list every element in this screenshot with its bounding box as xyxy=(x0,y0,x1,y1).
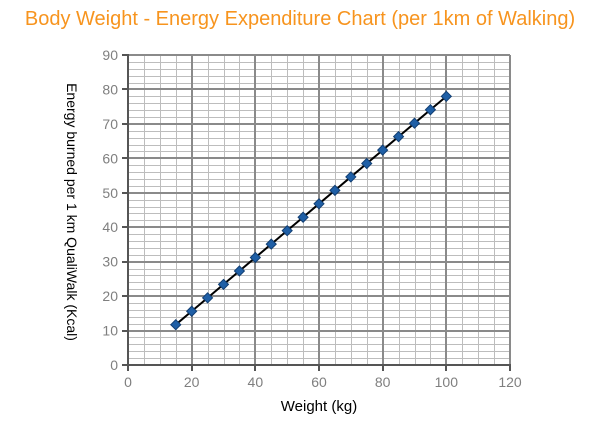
y-tick-label: 90 xyxy=(102,47,118,63)
y-tick-label: 10 xyxy=(102,323,118,339)
data-point-marker xyxy=(361,157,373,170)
data-point-marker xyxy=(392,130,405,143)
x-tick-label: 40 xyxy=(248,374,264,390)
x-tick-label: 60 xyxy=(311,374,327,390)
x-tick-label: 20 xyxy=(184,374,200,390)
data-point-marker xyxy=(376,144,389,156)
x-axis-title: Weight (kg) xyxy=(280,398,358,415)
data-point-marker xyxy=(281,224,293,237)
x-tick-label: 0 xyxy=(124,374,132,390)
data-point-marker xyxy=(440,90,453,103)
y-tick-label: 70 xyxy=(102,116,118,132)
data-point-marker xyxy=(170,318,182,331)
x-tick-label: 100 xyxy=(435,374,459,390)
data-point-marker xyxy=(249,251,262,264)
y-tick-label: 40 xyxy=(102,219,118,235)
y-tick-label: 0 xyxy=(110,357,118,373)
data-point-marker xyxy=(297,211,309,223)
data-point-marker xyxy=(424,104,437,116)
data-point-marker xyxy=(201,292,214,304)
data-line xyxy=(175,95,447,326)
data-point-marker xyxy=(408,117,421,129)
x-tick-label: 80 xyxy=(375,374,391,390)
y-tick-label: 20 xyxy=(102,288,118,304)
data-point-marker xyxy=(329,184,341,197)
data-point-marker xyxy=(265,238,277,250)
y-tick-label: 50 xyxy=(102,185,118,201)
y-tick-label: 30 xyxy=(102,254,118,270)
x-tick-label: 120 xyxy=(498,374,522,390)
data-point-marker xyxy=(217,278,230,291)
y-tick-label: 60 xyxy=(102,150,118,166)
chart-title: Body Weight - Energy Expenditure Chart (… xyxy=(24,8,576,30)
data-point-marker xyxy=(233,265,246,277)
y-axis-title: Energy burned per 1 km QualiWalk (Kcal) xyxy=(64,83,80,341)
data-point-marker xyxy=(185,305,198,317)
y-tick-label: 80 xyxy=(102,81,118,97)
data-point-marker xyxy=(345,171,357,183)
data-point-marker xyxy=(313,198,325,210)
